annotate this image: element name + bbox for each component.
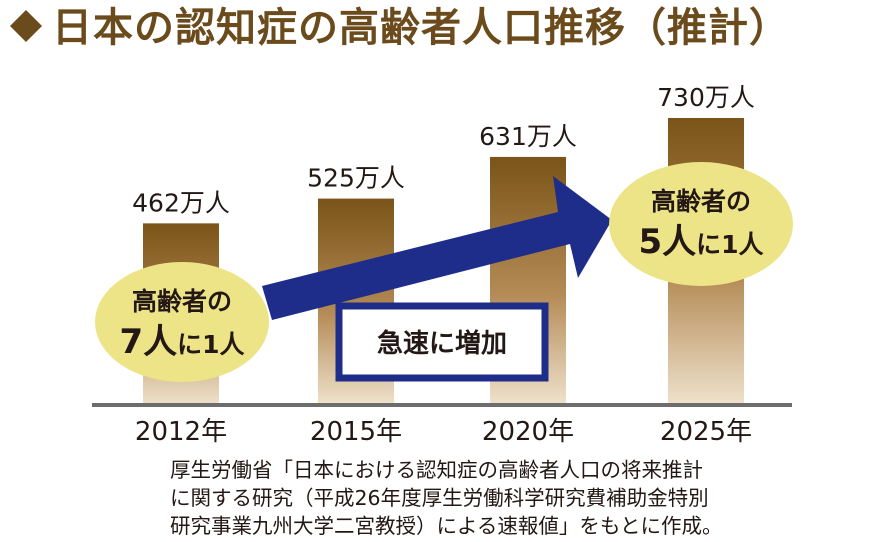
left-bubble-line1: 高齢者の [132, 287, 232, 316]
right-bubble-ratio: 5人 [638, 222, 696, 262]
source-line-3: 研究事業九州大学二宮教授）による速報値」をもとに作成。 [170, 514, 723, 538]
x-tick-label: 2020年 [482, 417, 574, 447]
diamond-icon [8, 2, 52, 54]
left-bubble: 高齢者の 7人に1人 [95, 262, 269, 382]
right-bubble-line2: 5人に1人 [638, 222, 763, 262]
bar-value-label: 462万人 [132, 188, 230, 217]
left-bubble-ratio: 7人 [119, 322, 177, 362]
left-bubble-line2: 7人に1人 [119, 322, 244, 362]
chart-title: 日本の認知症の高齢者人口推移（推計） [52, 5, 790, 51]
bar-chart: 462万人 2012年 525万人 2015年 631万人 2020年 730万人 2025年… [92, 83, 793, 447]
trend-box-label: 急速に増加 [377, 329, 507, 359]
source-line-2: に関する研究（平成26年度厚生労働科学研究費補助金特別 [170, 486, 709, 510]
trend-box: 急速に増加 [335, 302, 549, 382]
right-bubble: 高齢者の 5人に1人 [609, 162, 793, 286]
trend-arrow [262, 176, 612, 320]
source-note: 厚生労働省「日本における認知症の高齢者人口の将来推計 に関する研究（平成26年度… [170, 456, 870, 540]
source-line-1: 厚生労働省「日本における認知症の高齢者人口の将来推計 [170, 458, 703, 482]
left-bubble-suffix: に1人 [177, 330, 244, 359]
right-bubble-suffix: に1人 [696, 230, 763, 259]
bar-value-label: 525万人 [307, 164, 405, 193]
bar-value-label: 631万人 [479, 122, 577, 151]
x-tick-label: 2015年 [310, 417, 402, 447]
x-tick-label: 2012年 [135, 417, 227, 447]
bar-value-label: 730万人 [657, 83, 755, 112]
right-bubble-line1: 高齢者の [651, 187, 751, 216]
x-tick-label: 2025年 [660, 417, 752, 447]
chart-title-row: 日本の認知症の高齢者人口推移（推計） [8, 2, 873, 54]
